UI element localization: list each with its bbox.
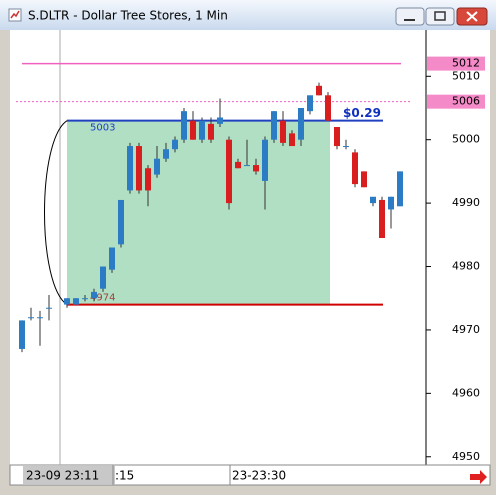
- candle-body: [37, 317, 43, 319]
- candle-body: [28, 317, 34, 319]
- candle-body: [388, 196, 394, 210]
- candle-body: [190, 120, 196, 140]
- candle-body: [199, 120, 205, 140]
- candle-body: [325, 95, 331, 121]
- candle-body: [253, 165, 259, 172]
- candle-body: [82, 298, 88, 300]
- range-box: [67, 120, 330, 305]
- window-title: S.DLTR - Dollar Tree Stores, 1 Min: [28, 9, 228, 23]
- candle-body: [91, 291, 97, 299]
- y-tick-label: 4950: [452, 450, 480, 463]
- candle-body: [145, 168, 151, 191]
- x-tick-label: 23-23:30: [232, 469, 286, 483]
- minimize-button[interactable]: [395, 7, 425, 26]
- candle-body: [226, 139, 232, 204]
- candle-body: [370, 196, 376, 204]
- candle-body: [343, 146, 349, 148]
- y-tick-label: 4980: [452, 260, 480, 273]
- candle-body: [262, 139, 268, 181]
- candle-body: [244, 165, 250, 167]
- scroll-arrow[interactable]: [470, 470, 487, 484]
- candle-body: [298, 107, 304, 140]
- candle-body: [172, 139, 178, 150]
- candle-body: [64, 298, 70, 305]
- candle-body: [379, 199, 385, 238]
- cursor-label-box: [23, 466, 115, 484]
- candle-body: [136, 146, 142, 191]
- candle-body: [217, 117, 223, 124]
- y-tick-label: 4990: [452, 196, 480, 209]
- cursor-label: 23-09 23:11: [26, 469, 99, 483]
- candle-body: [361, 171, 367, 188]
- level-label: 5003: [90, 123, 115, 134]
- app-icon-glyph: [10, 10, 20, 19]
- y-tick-label: 5000: [452, 133, 480, 146]
- y-tick-label: 4960: [452, 386, 480, 399]
- y-tick-label: 4970: [452, 323, 480, 336]
- candle-body: [307, 95, 313, 112]
- x-tick-label: :15: [115, 469, 134, 483]
- candle-body: [154, 158, 160, 175]
- candle-body: [334, 127, 340, 147]
- candle-body: [46, 307, 52, 309]
- candle-body: [118, 199, 124, 245]
- candle-body: [271, 111, 277, 140]
- close-glyph: [466, 11, 478, 22]
- level-tag-label: 5012: [452, 57, 480, 70]
- maximize-glyph: [434, 11, 446, 21]
- candle-body: [208, 123, 214, 140]
- y-tick-label: 5010: [452, 69, 480, 82]
- candle-body: [397, 171, 403, 207]
- level-tag: [427, 56, 485, 71]
- candle-body: [19, 320, 25, 349]
- range-label: $0.29: [343, 106, 381, 120]
- maximize-button[interactable]: [425, 7, 455, 26]
- candle-body: [127, 146, 133, 191]
- candle-body: [352, 152, 358, 185]
- time-axis: [9, 464, 491, 486]
- range-bracket: [44, 120, 68, 305]
- candle-body: [316, 85, 322, 96]
- level-tag: [427, 94, 485, 109]
- candle-body: [109, 247, 115, 270]
- candle-body: [100, 266, 106, 289]
- candle-body: [289, 133, 295, 147]
- candle-body: [235, 161, 241, 169]
- candle-body: [181, 111, 187, 140]
- level-tag-label: 5006: [452, 95, 480, 108]
- level-label: 4974: [90, 293, 115, 304]
- candle-body: [163, 149, 169, 159]
- candle-body: [73, 298, 79, 305]
- candle-body: [280, 120, 286, 143]
